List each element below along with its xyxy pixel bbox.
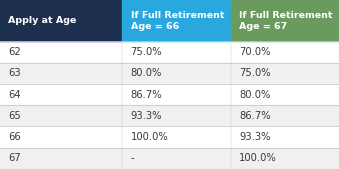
Bar: [0, 148, 339, 169]
Text: 70.0%: 70.0%: [239, 47, 271, 57]
Text: 86.7%: 86.7%: [239, 111, 271, 121]
Text: Apply at Age: Apply at Age: [8, 16, 77, 25]
Bar: [0, 0, 122, 41]
Bar: [0, 84, 339, 105]
Text: If Full Retirement
Age = 67: If Full Retirement Age = 67: [239, 11, 333, 31]
Text: 100.0%: 100.0%: [239, 153, 277, 163]
Text: 93.3%: 93.3%: [131, 111, 162, 121]
Text: -: -: [131, 153, 134, 163]
Text: 63: 63: [8, 68, 21, 78]
Text: 62: 62: [8, 47, 21, 57]
Text: 80.0%: 80.0%: [131, 68, 162, 78]
Bar: [0, 126, 339, 148]
Bar: [0, 63, 339, 84]
Bar: [122, 0, 231, 41]
Text: 65: 65: [8, 111, 21, 121]
Text: 86.7%: 86.7%: [131, 90, 162, 100]
Text: 75.0%: 75.0%: [239, 68, 271, 78]
Text: 66: 66: [8, 132, 21, 142]
Text: 80.0%: 80.0%: [239, 90, 271, 100]
Bar: [231, 0, 339, 41]
Text: 100.0%: 100.0%: [131, 132, 168, 142]
Bar: [0, 105, 339, 126]
Text: 64: 64: [8, 90, 21, 100]
Text: If Full Retirement
Age = 66: If Full Retirement Age = 66: [131, 11, 224, 31]
Bar: [0, 41, 339, 63]
Text: 93.3%: 93.3%: [239, 132, 271, 142]
Text: 75.0%: 75.0%: [131, 47, 162, 57]
Text: 67: 67: [8, 153, 21, 163]
